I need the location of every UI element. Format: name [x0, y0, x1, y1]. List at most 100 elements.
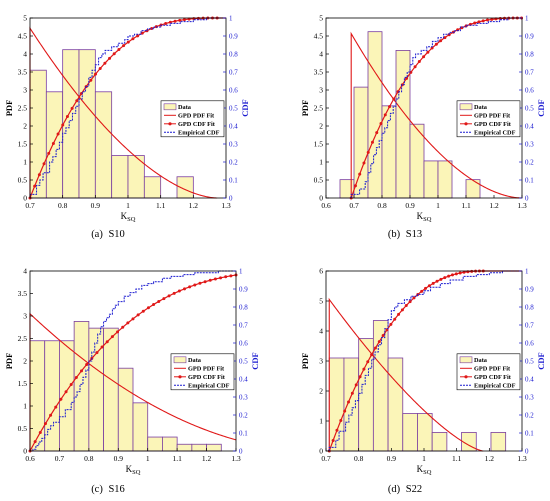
y-right-title: CDF — [250, 352, 260, 369]
gpd-cdf-marker — [94, 72, 98, 76]
histogram-bar — [45, 91, 64, 199]
x-title-main: K — [126, 464, 133, 474]
caption-b-prefix: (b) — [388, 229, 401, 240]
histogram-bar — [417, 413, 433, 452]
gpd-cdf-marker — [54, 405, 58, 409]
gpd-cdf-marker — [408, 300, 412, 304]
y-right-tick-label: 0.8 — [239, 304, 248, 312]
x-tick-label: 0.9 — [405, 201, 415, 210]
y-left-tick-label: 1 — [23, 158, 27, 167]
gpd-cdf-marker — [430, 46, 434, 50]
gpd-cdf-marker — [435, 279, 439, 283]
x-title-main: K — [417, 464, 424, 474]
x-tick-label: 1 — [422, 454, 426, 463]
gpd-cdf-marker — [126, 321, 130, 325]
y-right-tick-label: 0.8 — [525, 51, 534, 59]
y-right-tick-label: 0 — [229, 195, 233, 203]
histogram-bar — [162, 436, 178, 452]
gpd-cdf-marker — [400, 308, 404, 312]
gpd-cdf-marker — [164, 21, 168, 25]
gpd-cdf-marker — [473, 21, 477, 25]
y-right-tick-label: 1 — [525, 268, 529, 276]
gpd-cdf-marker — [110, 335, 114, 339]
histogram-bar — [132, 402, 149, 452]
gpd-cdf-marker — [383, 113, 387, 117]
y-left-tick-label: 2 — [319, 122, 323, 131]
y-left-tick-label: 3.5 — [18, 68, 28, 77]
y-right-tick-label: 0.3 — [229, 141, 238, 149]
gpd-cdf-marker — [347, 400, 351, 404]
y-left-tick-label: 4.5 — [314, 32, 324, 41]
x-tick-label: 0.8 — [354, 454, 364, 463]
x-tick-label: 0.8 — [58, 201, 68, 210]
gpd-cdf-marker — [33, 440, 37, 444]
gpd-cdf-marker — [450, 273, 454, 277]
legend-label: Data — [188, 357, 202, 364]
gpd-cdf-marker — [131, 317, 135, 321]
panel-b: 0.6 0.7 0.8 0.9 1 1.1 1.2 1.300.511.522.533.544… — [300, 14, 546, 224]
y-left-tick-label: 2 — [23, 357, 27, 366]
y-right-tick-label: 0.7 — [525, 322, 534, 330]
legend-swatch-data — [163, 103, 177, 111]
y-left-tick-label: 2.5 — [18, 334, 28, 343]
legend-swatch-cdf-marker — [178, 375, 182, 379]
x-title-sub: SQ — [423, 469, 432, 476]
y-left-tick-label: 3.5 — [314, 68, 324, 77]
histogram-bar — [147, 436, 163, 452]
gpd-cdf-marker — [208, 278, 212, 282]
gpd-cdf-marker — [412, 296, 416, 300]
gpd-cdf-marker — [178, 18, 182, 22]
gpd-cdf-marker — [203, 280, 207, 284]
gpd-cdf-marker — [103, 61, 107, 65]
gpd-cdf-marker — [100, 345, 104, 349]
gpd-cdf-marker — [95, 351, 99, 355]
histogram-bar — [62, 49, 80, 199]
x-title: KSQ — [126, 464, 141, 476]
gpd-cdf-marker — [193, 283, 197, 287]
y-left-title: PDF — [300, 353, 310, 370]
legend-label: GPD PDF Fit — [188, 366, 225, 373]
gpd-cdf-marker — [157, 299, 161, 303]
y-right-title: CDF — [536, 99, 546, 116]
y-right-tick-label: 0.4 — [239, 376, 248, 384]
histogram-bar — [143, 176, 162, 199]
y-left-tick-label: 0.5 — [18, 176, 28, 185]
y-left-tick-label: 0.5 — [314, 176, 324, 185]
gpd-cdf-marker — [447, 274, 451, 278]
gpd-cdf-marker — [61, 123, 65, 127]
gpd-pdf-line — [29, 312, 237, 451]
y-left-tick-label: 0 — [319, 447, 323, 456]
gpd-cdf-marker — [439, 277, 443, 281]
legend-label: Empirical CDF — [188, 383, 230, 390]
y-right-tick-label: 0.2 — [525, 159, 534, 167]
gpd-cdf-marker — [343, 409, 347, 413]
y-right-tick-label: 0 — [525, 195, 529, 203]
x-tick-label: 0.6 — [321, 201, 331, 210]
gpd-cdf-marker — [379, 121, 383, 125]
legend-swatch-cdf-marker — [464, 375, 468, 379]
x-tick-label: 0.9 — [387, 454, 397, 463]
gpd-cdf-marker — [443, 36, 447, 40]
gpd-cdf-marker — [198, 281, 202, 285]
gpd-cdf-marker — [65, 114, 69, 118]
y-right-tick-label: 0.6 — [525, 87, 534, 95]
y-left-tick-label: 5 — [23, 14, 27, 23]
y-left-tick-label: 4 — [23, 50, 27, 59]
x-tick-label: 0.7 — [349, 201, 359, 210]
y-left-tick-label: 0.5 — [18, 424, 28, 433]
y-right-tick-label: 0.9 — [525, 286, 534, 294]
gpd-cdf-marker — [362, 161, 366, 165]
gpd-pdf-line — [350, 31, 522, 199]
x-tick-label: 1.3 — [231, 454, 241, 463]
gpd-cdf-marker — [224, 275, 228, 279]
y-right-tick-label: 0.2 — [239, 412, 248, 420]
gpd-cdf-marker — [353, 184, 357, 188]
gpd-cdf-marker — [80, 369, 83, 373]
gpd-cdf-marker — [377, 340, 381, 344]
gpd-cdf-marker — [409, 70, 413, 74]
gpd-cdf-marker — [213, 277, 217, 281]
gpd-cdf-marker — [219, 276, 223, 280]
gpd-cdf-marker — [136, 34, 140, 38]
gpd-cdf-marker — [434, 42, 438, 46]
